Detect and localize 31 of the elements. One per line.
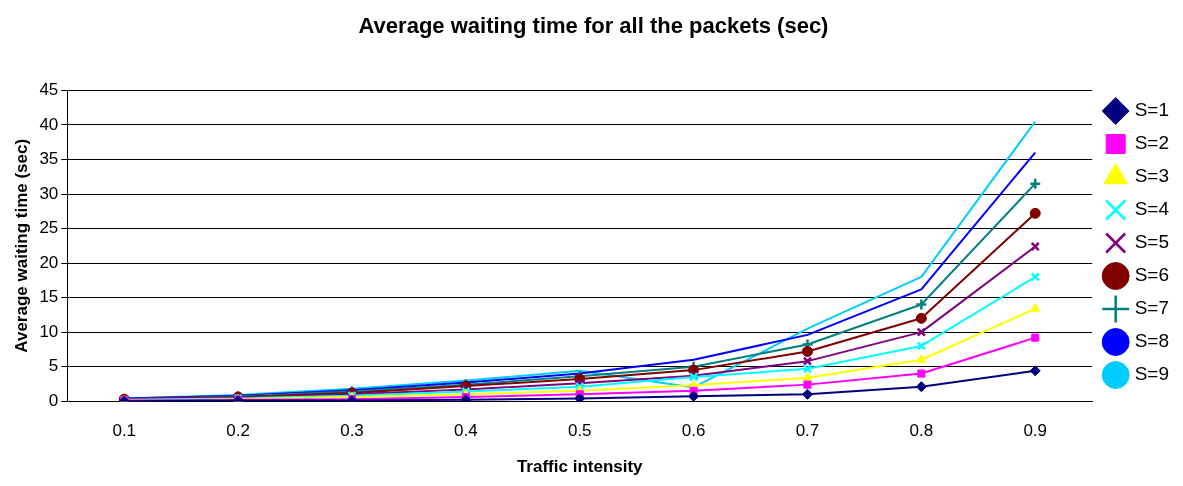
y-tick-label: 25 <box>39 218 59 238</box>
y-tick-label: 35 <box>39 149 59 169</box>
legend-label: S=3 <box>1134 165 1170 187</box>
y-tick-label: 15 <box>39 287 59 307</box>
x-tick-label: 0.1 <box>112 421 137 441</box>
y-axis-title: Average waiting time (sec) <box>11 138 31 353</box>
x-axis-title: Traffic intensity <box>516 457 644 477</box>
y-tick-label: 45 <box>39 80 59 100</box>
y-tick-label: 10 <box>39 321 59 341</box>
legend-label: S=7 <box>1134 297 1170 319</box>
x-tick-label: 0.6 <box>681 421 706 441</box>
x-tick-label: 0.2 <box>226 421 250 441</box>
chart-title: Average waiting time for all the packets (sec) <box>358 13 829 39</box>
legend-label: S=9 <box>1134 363 1170 385</box>
x-tick-label: 0.4 <box>454 421 478 441</box>
y-tick-label: 5 <box>48 356 59 376</box>
legend-label: S=2 <box>1134 132 1170 154</box>
x-tick-label: 0.3 <box>340 421 364 441</box>
y-tick-label: 0 <box>48 390 59 410</box>
x-tick-label: 0.9 <box>1023 421 1048 441</box>
legend-label: S=4 <box>1134 198 1170 220</box>
y-tick-label: 40 <box>39 114 59 134</box>
legend-label: S=6 <box>1134 264 1170 286</box>
x-tick-label: 0.5 <box>567 421 592 441</box>
legend-label: S=5 <box>1134 231 1170 253</box>
y-tick-label: 20 <box>39 252 59 272</box>
legend-label: S=1 <box>1134 99 1170 121</box>
x-tick-label: 0.8 <box>909 421 934 441</box>
y-tick-label: 30 <box>39 183 59 203</box>
x-tick-label: 0.7 <box>795 421 820 441</box>
legend-label: S=8 <box>1134 330 1170 352</box>
